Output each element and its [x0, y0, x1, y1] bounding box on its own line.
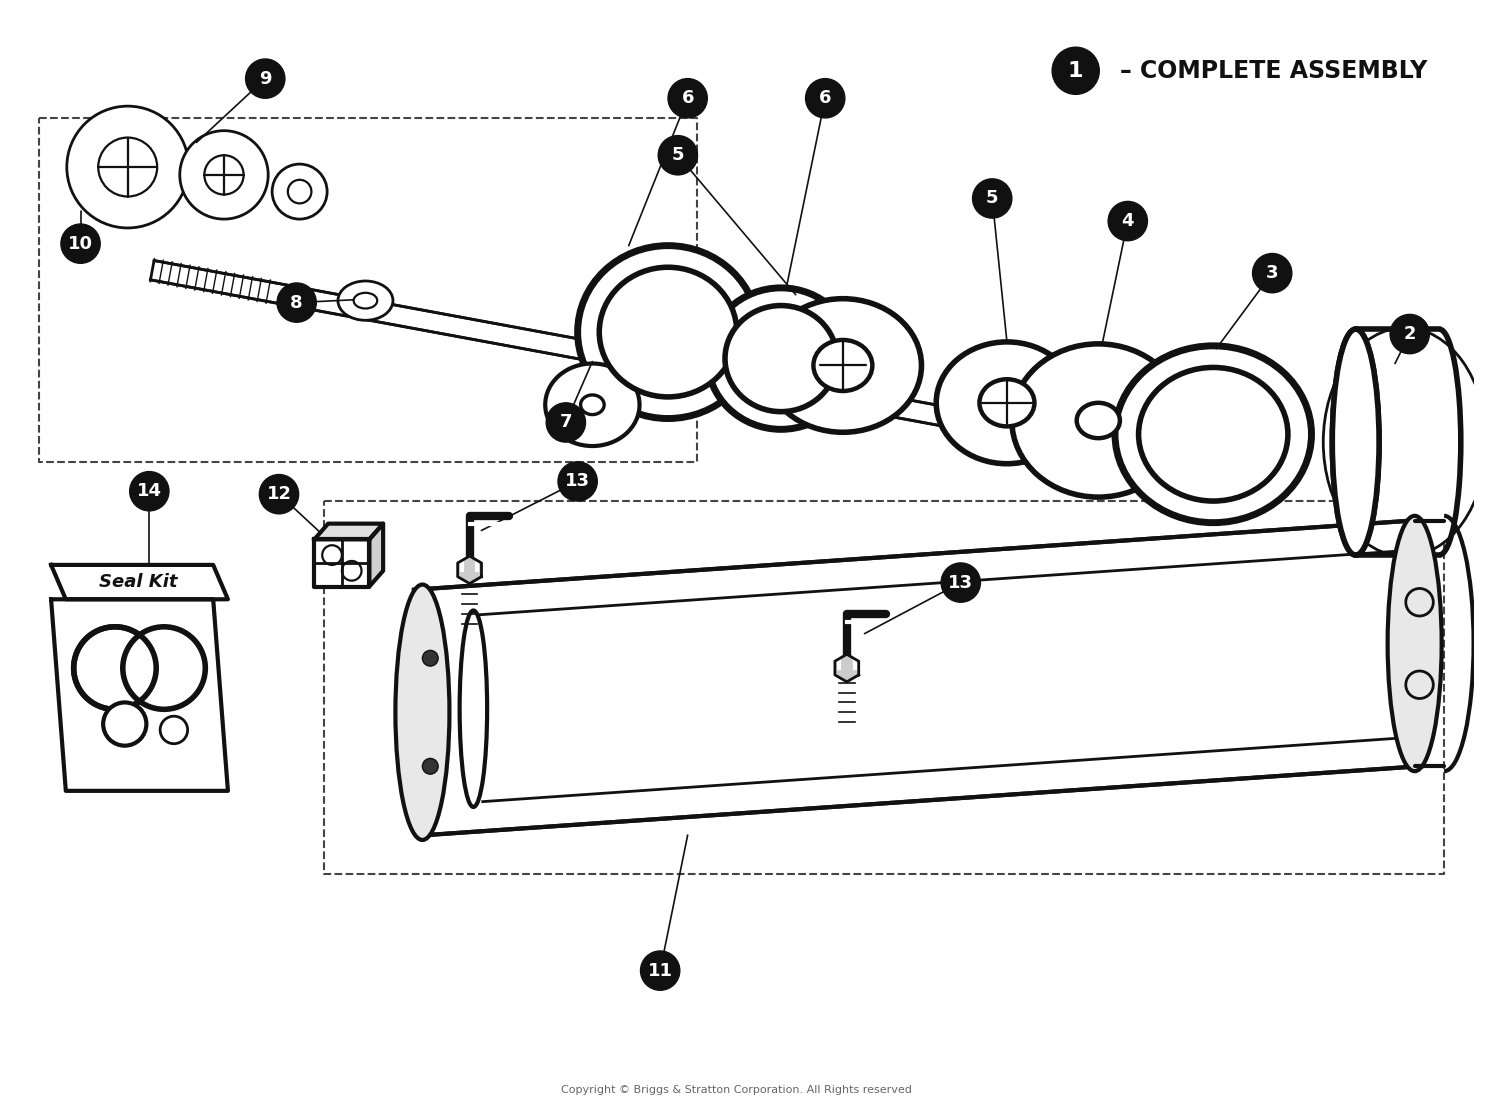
Ellipse shape — [396, 584, 450, 840]
Text: 14: 14 — [136, 482, 162, 500]
Circle shape — [104, 703, 147, 745]
Text: 10: 10 — [68, 235, 93, 253]
Ellipse shape — [1077, 403, 1120, 439]
Ellipse shape — [288, 180, 312, 204]
Text: 5: 5 — [672, 147, 684, 164]
Polygon shape — [315, 524, 382, 539]
Text: 6: 6 — [681, 90, 694, 107]
Circle shape — [423, 650, 438, 666]
Ellipse shape — [600, 267, 736, 397]
Ellipse shape — [459, 611, 488, 807]
Ellipse shape — [765, 299, 921, 432]
Text: 13: 13 — [566, 472, 590, 490]
Text: 8: 8 — [291, 293, 303, 311]
Circle shape — [260, 474, 299, 514]
Circle shape — [546, 403, 585, 442]
Polygon shape — [458, 556, 482, 584]
Polygon shape — [51, 565, 228, 600]
Polygon shape — [315, 539, 369, 586]
Circle shape — [160, 716, 188, 744]
Ellipse shape — [204, 156, 243, 195]
Ellipse shape — [578, 246, 759, 419]
Ellipse shape — [354, 293, 376, 309]
Polygon shape — [51, 600, 228, 791]
Ellipse shape — [708, 288, 855, 430]
Circle shape — [1390, 314, 1429, 354]
Ellipse shape — [272, 164, 327, 219]
Circle shape — [123, 627, 206, 709]
Text: Copyright © Briggs & Stratton Corporation. All Rights reserved: Copyright © Briggs & Stratton Corporatio… — [561, 1085, 912, 1096]
Ellipse shape — [1013, 344, 1185, 497]
Circle shape — [668, 78, 708, 117]
Polygon shape — [836, 655, 858, 681]
Text: 2: 2 — [1404, 325, 1416, 344]
Circle shape — [658, 135, 698, 175]
Circle shape — [640, 951, 680, 990]
Ellipse shape — [98, 138, 158, 197]
Polygon shape — [414, 521, 1424, 835]
Ellipse shape — [1332, 329, 1378, 555]
Circle shape — [558, 462, 597, 501]
Text: 6: 6 — [819, 90, 831, 107]
Ellipse shape — [1324, 329, 1485, 555]
Ellipse shape — [1138, 367, 1288, 501]
Ellipse shape — [724, 305, 837, 412]
Circle shape — [62, 224, 100, 263]
Text: 4: 4 — [1122, 213, 1134, 231]
Ellipse shape — [813, 340, 873, 391]
Circle shape — [278, 283, 316, 322]
Ellipse shape — [68, 106, 189, 228]
Text: 7: 7 — [560, 413, 572, 432]
Text: 3: 3 — [1266, 264, 1278, 282]
Text: 12: 12 — [267, 486, 291, 504]
Ellipse shape — [180, 131, 268, 219]
Circle shape — [1108, 201, 1148, 241]
Circle shape — [129, 471, 170, 511]
Circle shape — [423, 759, 438, 774]
Text: – COMPLETE ASSEMBLY: – COMPLETE ASSEMBLY — [1120, 59, 1428, 83]
Ellipse shape — [1388, 516, 1441, 771]
Text: 1: 1 — [1068, 60, 1083, 81]
Text: Seal Kit: Seal Kit — [99, 573, 178, 591]
Ellipse shape — [338, 281, 393, 320]
Ellipse shape — [1332, 329, 1378, 555]
Ellipse shape — [980, 379, 1035, 426]
Polygon shape — [150, 261, 1112, 457]
Circle shape — [246, 59, 285, 98]
Ellipse shape — [580, 395, 604, 415]
Polygon shape — [369, 524, 382, 586]
Text: 5: 5 — [986, 189, 999, 207]
Circle shape — [1252, 254, 1292, 293]
Text: 9: 9 — [260, 69, 272, 87]
Ellipse shape — [936, 342, 1077, 463]
Circle shape — [806, 78, 844, 117]
Circle shape — [972, 179, 1012, 218]
Circle shape — [1052, 47, 1100, 94]
Ellipse shape — [1114, 346, 1311, 523]
Circle shape — [74, 627, 156, 709]
Text: 11: 11 — [648, 961, 672, 979]
Circle shape — [940, 563, 981, 602]
Text: 13: 13 — [948, 574, 974, 592]
Ellipse shape — [544, 364, 639, 446]
